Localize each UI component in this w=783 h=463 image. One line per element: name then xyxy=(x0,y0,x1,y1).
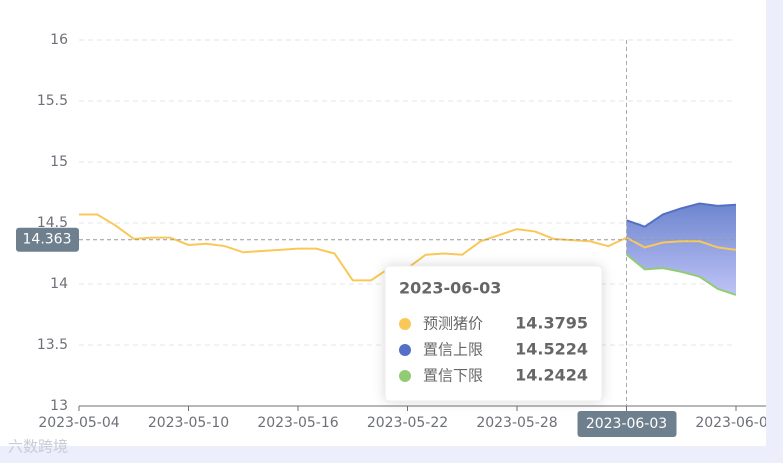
line xyxy=(625,253,737,296)
tooltip-name: 置信下限 xyxy=(423,367,483,385)
x-tick-label: 2023-05-22 xyxy=(367,415,448,431)
y-tick-label: 15.5 xyxy=(37,93,68,109)
y-tick-label: 13.5 xyxy=(37,337,68,353)
tooltip-value: 14.2424 xyxy=(515,366,588,385)
tooltip-dot xyxy=(399,318,411,330)
x-tick-label: 2023-06-09 xyxy=(695,415,776,431)
watermark: 六数跨境 xyxy=(8,438,68,456)
y-tick-label: 16 xyxy=(50,32,68,48)
tooltip-name: 置信上限 xyxy=(423,341,483,359)
y-tick-label: 14.5 xyxy=(37,215,68,231)
x-tick-label: 2023-05-04 xyxy=(38,415,119,431)
tooltip-value: 14.3795 xyxy=(515,314,588,333)
tooltip xyxy=(384,265,603,402)
x-tick-label: 2023-05-28 xyxy=(476,415,557,431)
tooltip-value: 14.5224 xyxy=(515,340,588,359)
pointer-label: 2023-06-03 xyxy=(586,416,667,432)
x-tick-label: 2023-05-16 xyxy=(257,415,338,431)
mark-label-box xyxy=(16,227,79,252)
pointer-label-box xyxy=(577,411,677,437)
confidence-band xyxy=(626,203,736,295)
tooltip-dot xyxy=(399,370,411,382)
y-tick-label: 14 xyxy=(50,276,68,292)
mark-label: 14.363 xyxy=(23,232,72,248)
line xyxy=(626,202,737,228)
y-tick-label: 13 xyxy=(50,398,68,414)
tooltip-name: 预测猪价 xyxy=(423,315,483,333)
y-tick-label: 15 xyxy=(50,154,68,170)
tooltip-dot xyxy=(399,344,411,356)
x-tick-label: 2023-05-10 xyxy=(148,415,229,431)
tooltip-title: 2023-06-03 xyxy=(399,279,501,298)
